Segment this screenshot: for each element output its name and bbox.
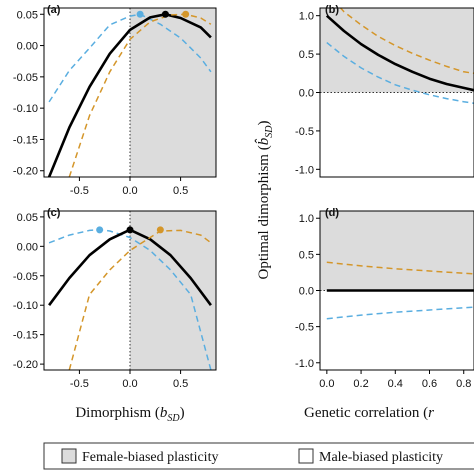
x-tick-label-c: 0.0 <box>122 378 137 390</box>
y-tick-label-d: -1.0 <box>295 358 314 370</box>
y-tick-label-c: 0.05 <box>17 212 38 224</box>
series-line-d-0 <box>326 261 474 275</box>
y-tick-label-b: 1.0 <box>299 11 314 23</box>
legend-swatch-male <box>298 448 314 464</box>
x-tick-label-c: 0.5 <box>173 378 188 390</box>
y-tick-label-c: -0.05 <box>13 271 38 283</box>
x-axis-title-left: Dimorphism (bSD) <box>75 405 184 424</box>
y-tick-label-c: -0.20 <box>13 359 38 371</box>
series-line-a-0 <box>48 13 212 103</box>
x-axis-title-right: Genetic correlation (r <box>304 405 434 421</box>
x-tick-label-d: 0.6 <box>422 378 437 390</box>
panel-d: -1.0 -0.5 0.0 0.5 1.0 0.0 0.2 0.4 0.6 0.8 <box>295 210 474 390</box>
series-line-d-2 <box>326 306 474 320</box>
legend-label-male: Male-biased plasticity <box>319 450 443 465</box>
x-tick-label-c: -0.5 <box>70 378 89 390</box>
y-tick-label-b: -1.0 <box>295 164 314 176</box>
y-tick-label-a: -0.10 <box>13 103 38 115</box>
y-tick-label-a: -0.15 <box>13 134 38 146</box>
series-line-a-1 <box>47 13 212 177</box>
x-tick-label-d: 0.4 <box>388 378 403 390</box>
optimum-point-c-0 <box>96 226 104 234</box>
y-tick-label-c: -0.10 <box>13 300 38 312</box>
shaded-region-d <box>320 211 474 291</box>
series-line-a-2 <box>68 13 212 177</box>
legend-swatch-female <box>61 448 77 464</box>
y-tick-label-b: -0.5 <box>295 126 314 138</box>
optimum-point-a-1 <box>161 10 169 18</box>
y-tick-label-d: 0.0 <box>299 286 314 298</box>
y-tick-label-b: 0.5 <box>299 49 314 61</box>
panel-c: -0.20 -0.15 -0.10 -0.05 0.00 0.05 -0.5 0.0 0.5 <box>13 210 217 390</box>
y-tick-label-a: -0.05 <box>13 72 38 84</box>
shaded-region-b <box>320 8 474 93</box>
y-tick-label-b: 0.0 <box>299 88 314 100</box>
panel-a: -0.20 -0.15 -0.10 -0.05 0.00 0.05 -0.5 0.0 0.5 <box>13 7 217 197</box>
y-axis-title-right: Optimal dimorphism (b̂SD) <box>255 121 275 280</box>
y-tick-label-d: 1.0 <box>299 213 314 225</box>
x-tick-label-d: 0.8 <box>456 378 471 390</box>
shaded-region-a <box>130 8 216 177</box>
panel-label-b: (b) <box>325 4 339 16</box>
legend-label-female: Female-biased plasticity <box>82 450 218 465</box>
series-line-b-1 <box>325 14 474 92</box>
series-line-b-0 <box>339 8 474 75</box>
optimum-point-c-1 <box>126 226 134 234</box>
y-tick-label-d: 0.5 <box>299 249 314 261</box>
x-tick-label-a: -0.5 <box>70 185 89 197</box>
optimum-point-c-2 <box>156 226 164 234</box>
x-tick-label-a: 0.0 <box>122 185 137 197</box>
series-line-c-2 <box>68 229 212 370</box>
x-tick-label-a: 0.5 <box>173 185 188 197</box>
y-tick-label-d: -0.5 <box>295 322 314 334</box>
panel-label-a: (a) <box>47 4 61 16</box>
series-line-b-2 <box>326 42 474 105</box>
y-tick-label-c: -0.15 <box>13 330 38 342</box>
optimum-point-a-0 <box>136 10 144 18</box>
optimum-point-a-2 <box>182 10 190 18</box>
panel-label-c: (c) <box>47 207 61 219</box>
panel-label-d: (d) <box>325 207 339 219</box>
y-tick-label-a: -0.20 <box>13 166 38 178</box>
y-tick-label-a: 0.00 <box>17 41 38 53</box>
panels: -0.20-0.15-0.10-0.050.000.05-0.5 0.0 0.5-1… <box>13 7 474 390</box>
y-tick-label-c: 0.00 <box>17 241 38 253</box>
x-tick-label-d: 0.0 <box>319 378 334 390</box>
x-tick-label-d: 0.2 <box>353 378 368 390</box>
y-tick-label-a: 0.05 <box>17 9 38 21</box>
legend: Female-biased plasticity Male-biased pla… <box>43 442 474 470</box>
legend-box <box>43 442 474 470</box>
panel-b: -1.0 -0.5 0.0 0.5 1.0 <box>295 7 474 178</box>
